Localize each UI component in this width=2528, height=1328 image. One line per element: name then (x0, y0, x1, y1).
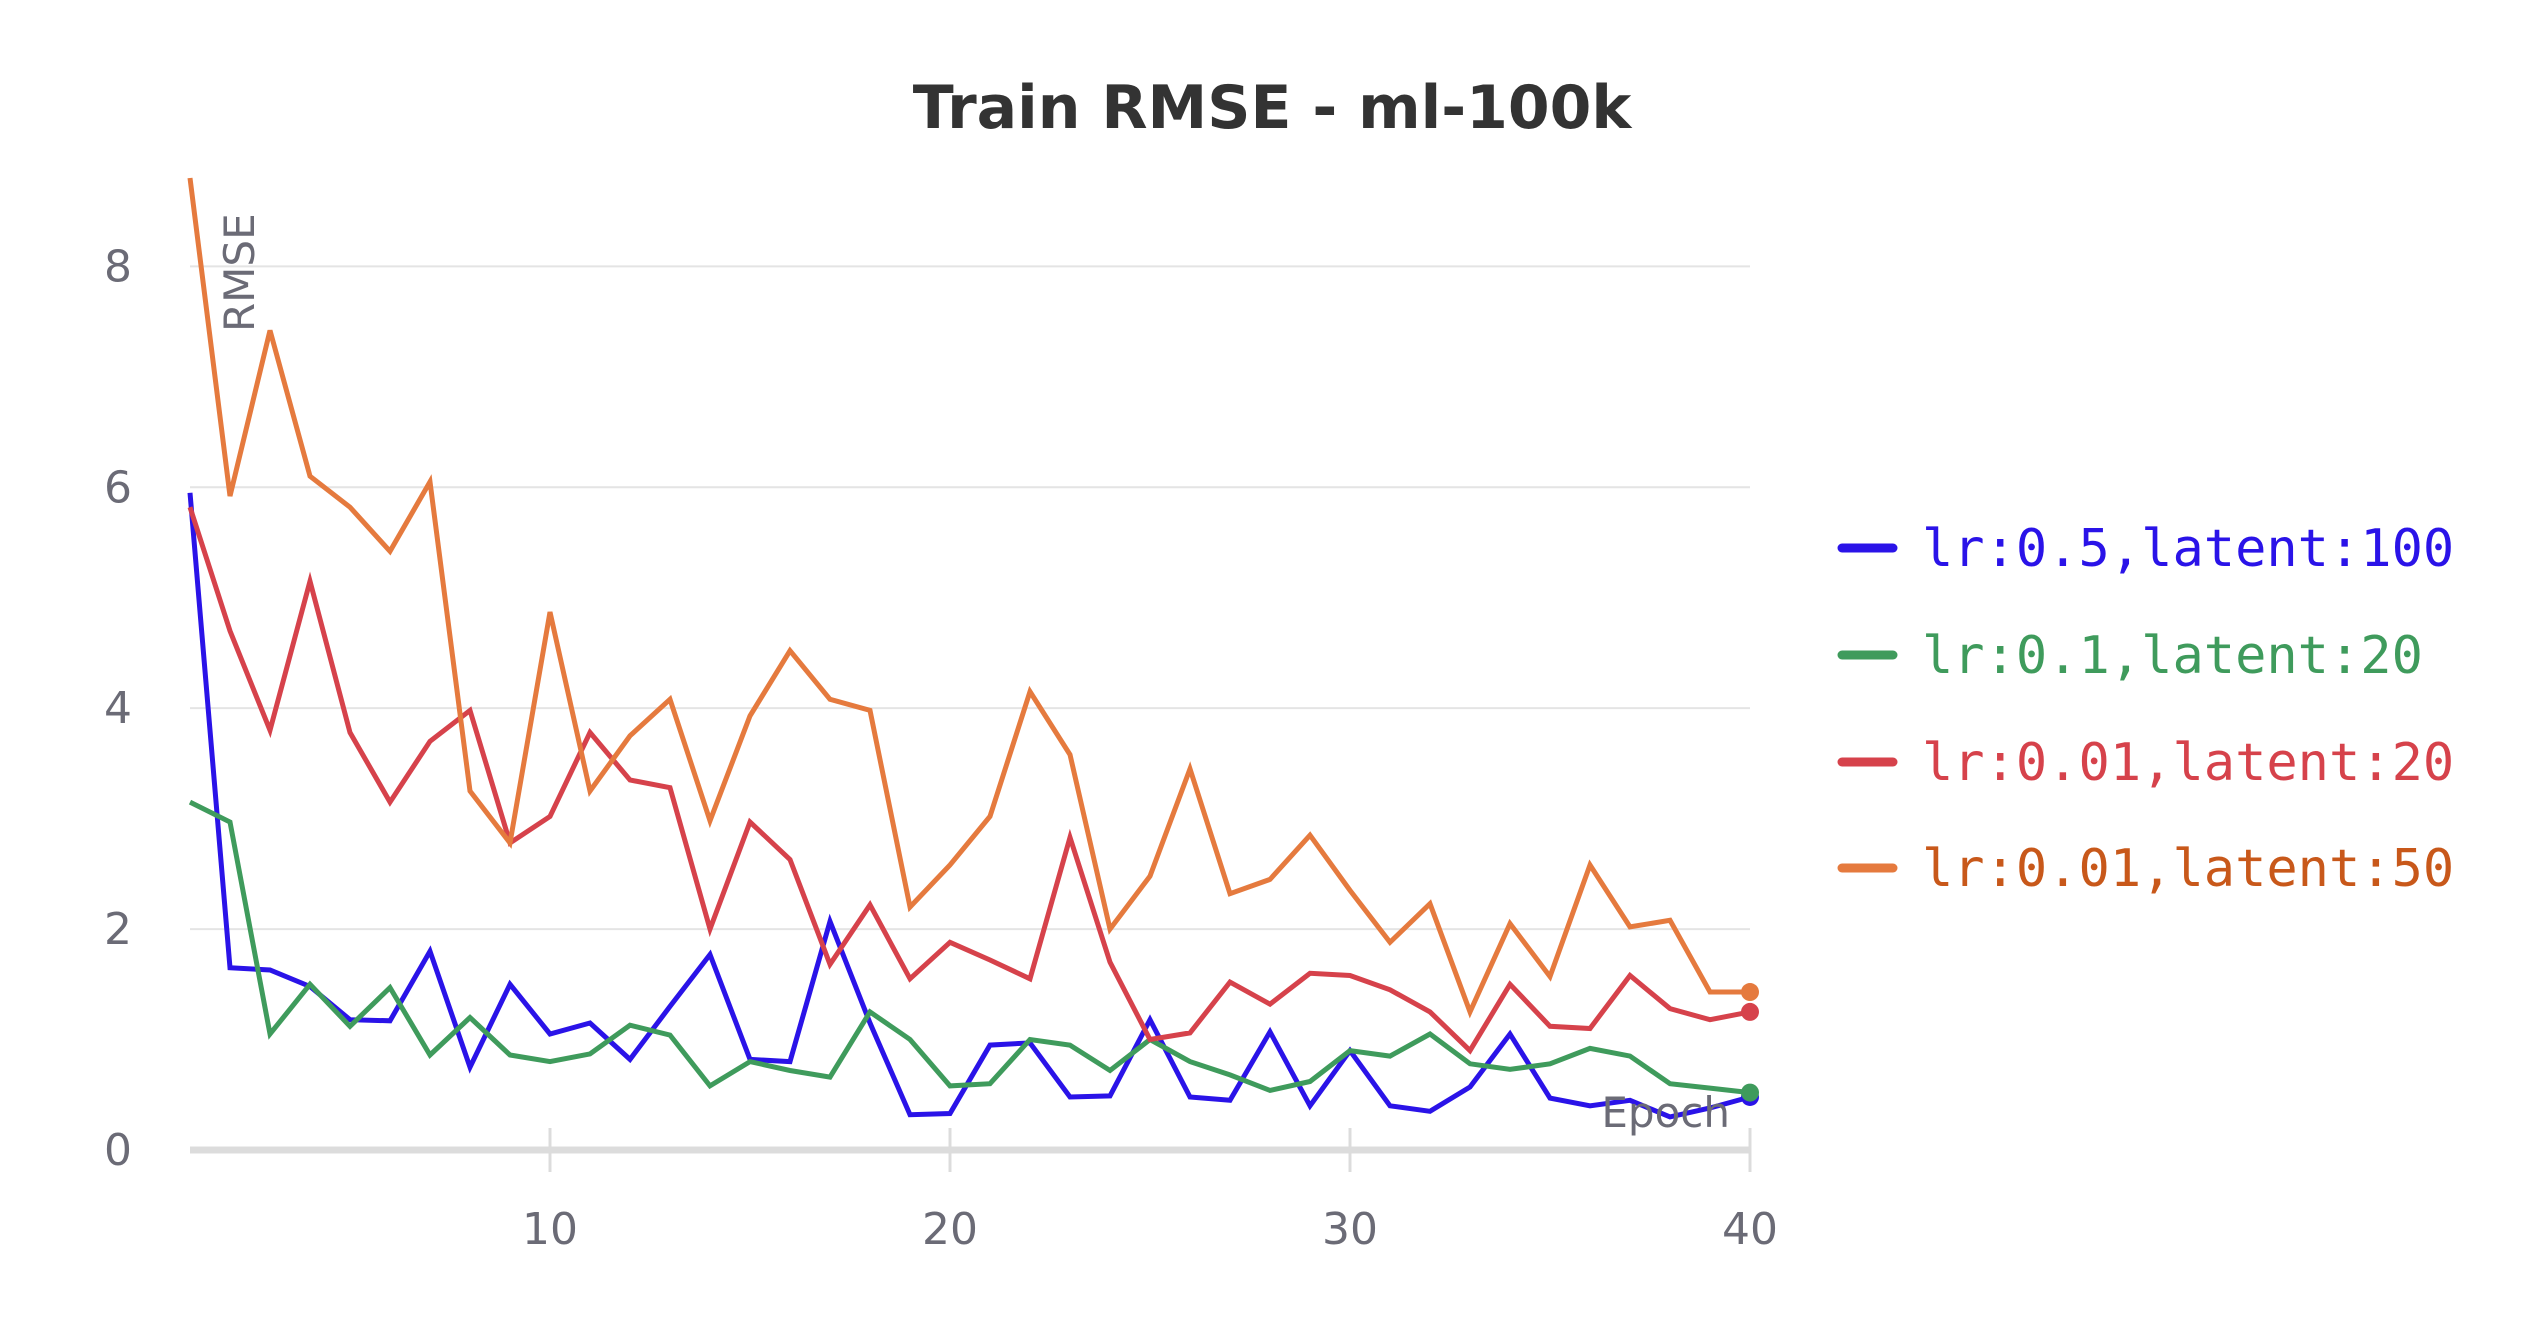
legend-label-4: lr:0.01,latent:50 (1922, 839, 2454, 899)
x-tick-label: 10 (522, 1204, 578, 1255)
legend-label-3: lr:0.01,latent:20 (1922, 733, 2454, 793)
legend-label-1: lr:0.5,latent:100 (1922, 519, 2454, 579)
legend: lr:0.5,latent:100 lr:0.1,latent:20 lr:0.01… (1837, 519, 2454, 899)
series-end-point-2 (1741, 1083, 1759, 1102)
series-line-1 (187, 492, 1751, 1120)
y-tick-label: 8 (104, 241, 132, 292)
y-tick-label: 4 (104, 683, 132, 734)
x-axis-ticks: 10 20 30 40 (522, 1128, 1778, 1255)
y-tick-label: 0 (104, 1125, 132, 1176)
x-tick-label: 40 (1722, 1204, 1778, 1255)
series-end-point-3 (1741, 1002, 1759, 1021)
series-line-4 (187, 177, 1750, 1019)
chart-title: Train RMSE - ml-100k (913, 73, 1634, 143)
y-tick-label: 6 (104, 462, 132, 513)
x-axis-label: Epoch (1601, 1088, 1730, 1137)
series-lines (187, 177, 1759, 1120)
y-axis-label: RMSE (215, 213, 264, 332)
y-tick-label: 2 (104, 904, 132, 955)
series-line-2 (188, 799, 1751, 1096)
grid-lines (190, 265, 1750, 931)
series-end-point-4 (1741, 983, 1759, 1002)
x-tick-label: 30 (1322, 1204, 1378, 1255)
series-line-3 (187, 506, 1751, 1055)
legend-label-2: lr:0.1,latent:20 (1922, 626, 2423, 686)
x-tick-label: 20 (922, 1204, 978, 1255)
y-axis-ticks: 0 2 4 6 8 (104, 241, 132, 1176)
